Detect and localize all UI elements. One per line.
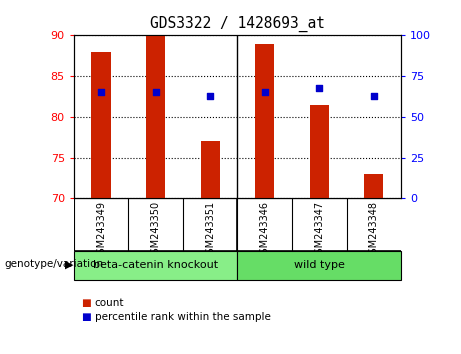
Text: genotype/variation: genotype/variation (5, 259, 104, 269)
Text: GSM243346: GSM243346 (260, 201, 270, 260)
Text: GSM243347: GSM243347 (314, 201, 324, 260)
Point (261, 90, 268, 95)
Bar (255, 44, 274, 198)
Text: ▶: ▶ (65, 259, 74, 269)
Text: wild type: wild type (294, 261, 345, 270)
Text: ■: ■ (81, 312, 90, 322)
Text: beta-catenin knockout: beta-catenin knockout (93, 261, 218, 270)
Bar (146, 35, 165, 198)
Bar (310, 105, 329, 198)
Text: GDS3322 / 1428693_at: GDS3322 / 1428693_at (150, 16, 325, 32)
Text: GSM243348: GSM243348 (369, 201, 379, 260)
Text: count: count (95, 298, 124, 308)
Bar (237, 251, 401, 280)
Bar (201, 141, 220, 198)
Text: GSM243351: GSM243351 (205, 201, 215, 260)
Point (370, 93, 378, 99)
Point (97, 90, 105, 95)
Text: percentile rank within the sample: percentile rank within the sample (95, 312, 271, 322)
Point (207, 93, 214, 99)
Text: ■: ■ (81, 298, 90, 308)
Text: GSM243350: GSM243350 (151, 201, 160, 260)
Bar (364, 174, 384, 198)
Point (152, 90, 159, 95)
Point (315, 85, 323, 91)
Text: GSM243349: GSM243349 (96, 201, 106, 260)
Bar (74, 251, 237, 280)
Bar (91, 52, 111, 198)
